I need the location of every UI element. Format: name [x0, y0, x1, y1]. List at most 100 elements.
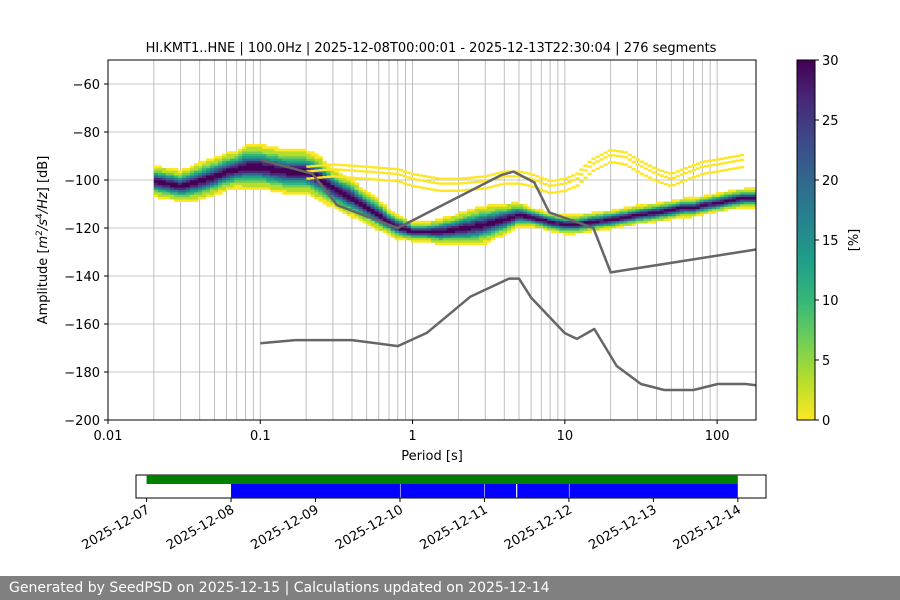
psd-cell — [298, 160, 303, 164]
psd-cell — [470, 213, 476, 217]
psd-cell — [402, 235, 408, 238]
psd-cell — [671, 201, 677, 205]
psd-cell — [238, 158, 243, 162]
psd-cell — [157, 165, 163, 169]
psd-cell-sparse — [499, 183, 504, 186]
psd-cell — [579, 220, 584, 224]
psd-cell — [157, 189, 163, 193]
psd-cell — [503, 230, 508, 234]
psd-cell — [687, 204, 693, 207]
psd-cell — [282, 182, 287, 186]
psd-cell — [414, 237, 420, 241]
psd-cell — [511, 223, 516, 226]
psd-cell — [410, 223, 416, 226]
psd-cell — [559, 223, 564, 226]
psd-cell — [579, 213, 584, 217]
psd-cell — [675, 201, 681, 205]
psd-cell — [242, 156, 247, 159]
psd-cell-sparse — [543, 182, 548, 186]
psd-cell — [234, 168, 239, 171]
psd-cell — [458, 242, 464, 246]
psd-cell — [266, 168, 271, 171]
psd-cell — [278, 180, 283, 183]
psd-cell — [238, 172, 243, 176]
psd-cell — [515, 220, 520, 224]
psd-cell — [651, 206, 656, 210]
psd-cell — [655, 204, 660, 207]
psd-cell — [731, 199, 737, 202]
psd-cell — [189, 165, 195, 169]
psd-cell — [719, 194, 725, 198]
psd-cell — [354, 196, 359, 200]
psd-cell — [334, 196, 339, 200]
psd-cell — [707, 204, 713, 207]
psd-cell — [719, 196, 725, 200]
psd-cell — [615, 225, 620, 229]
psd-cell — [214, 177, 219, 181]
psd-cell — [366, 211, 371, 214]
psd-cell — [543, 228, 548, 231]
psd-cell — [362, 196, 367, 200]
psd-cell-sparse — [430, 188, 436, 191]
psd-cell — [334, 192, 339, 195]
psd-cell — [298, 148, 303, 152]
psd-cell — [382, 204, 387, 207]
psd-cell — [202, 182, 207, 186]
psd-cell — [454, 237, 460, 241]
psd-cell — [206, 184, 211, 188]
psd-cell — [266, 172, 271, 176]
psd-cell — [483, 242, 488, 246]
psd-cell — [193, 170, 199, 174]
psd-cell — [210, 187, 215, 190]
psd-cell — [153, 175, 159, 178]
psd-cell-sparse — [330, 163, 335, 166]
psd-cell — [579, 230, 584, 234]
psd-cell — [495, 206, 500, 210]
psd-cell — [310, 156, 315, 159]
psd-cell — [699, 204, 705, 207]
psd-cell-sparse — [727, 168, 733, 171]
psd-cell — [751, 192, 757, 195]
psd-cell — [214, 192, 219, 195]
psd-cell — [350, 180, 355, 183]
psd-cell — [358, 187, 363, 190]
psd-cell — [695, 213, 701, 217]
psd-cell — [687, 199, 693, 202]
psd-cell — [426, 237, 432, 241]
psd-cell — [555, 228, 560, 231]
psd-cell — [531, 218, 536, 222]
psd-cell — [547, 216, 552, 219]
psd-cell — [346, 182, 351, 186]
psd-cell — [258, 168, 263, 171]
psd-cell — [173, 184, 179, 188]
psd-cell-sparse — [575, 172, 580, 175]
psd-cell — [503, 204, 508, 207]
psd-cell — [603, 225, 608, 229]
psd-cell — [462, 228, 468, 231]
psd-cell — [535, 213, 540, 217]
psd-cell — [286, 170, 291, 174]
psd-cell — [503, 218, 508, 222]
psd-cell-sparse — [314, 164, 319, 168]
psd-cell — [402, 228, 408, 231]
psd-cell — [402, 218, 408, 222]
psd-cell — [571, 228, 576, 231]
psd-cell — [193, 175, 199, 178]
psd-cell — [298, 172, 303, 176]
psd-cell-sparse — [687, 165, 693, 168]
psd-cell — [487, 220, 492, 224]
psd-cell — [511, 225, 516, 229]
psd-cell — [491, 218, 496, 222]
psd-cell — [559, 228, 564, 231]
psd-cell-sparse — [591, 162, 596, 165]
psd-cell — [382, 223, 387, 226]
psd-cell — [242, 184, 247, 188]
psd-cell — [434, 225, 440, 229]
psd-cell — [350, 196, 355, 200]
psd-cell — [487, 208, 492, 212]
psd-cell — [298, 182, 303, 186]
psd-cell — [298, 175, 303, 178]
psd-cell — [483, 225, 488, 229]
psd-cell — [743, 206, 749, 210]
psd-cell — [487, 230, 492, 234]
